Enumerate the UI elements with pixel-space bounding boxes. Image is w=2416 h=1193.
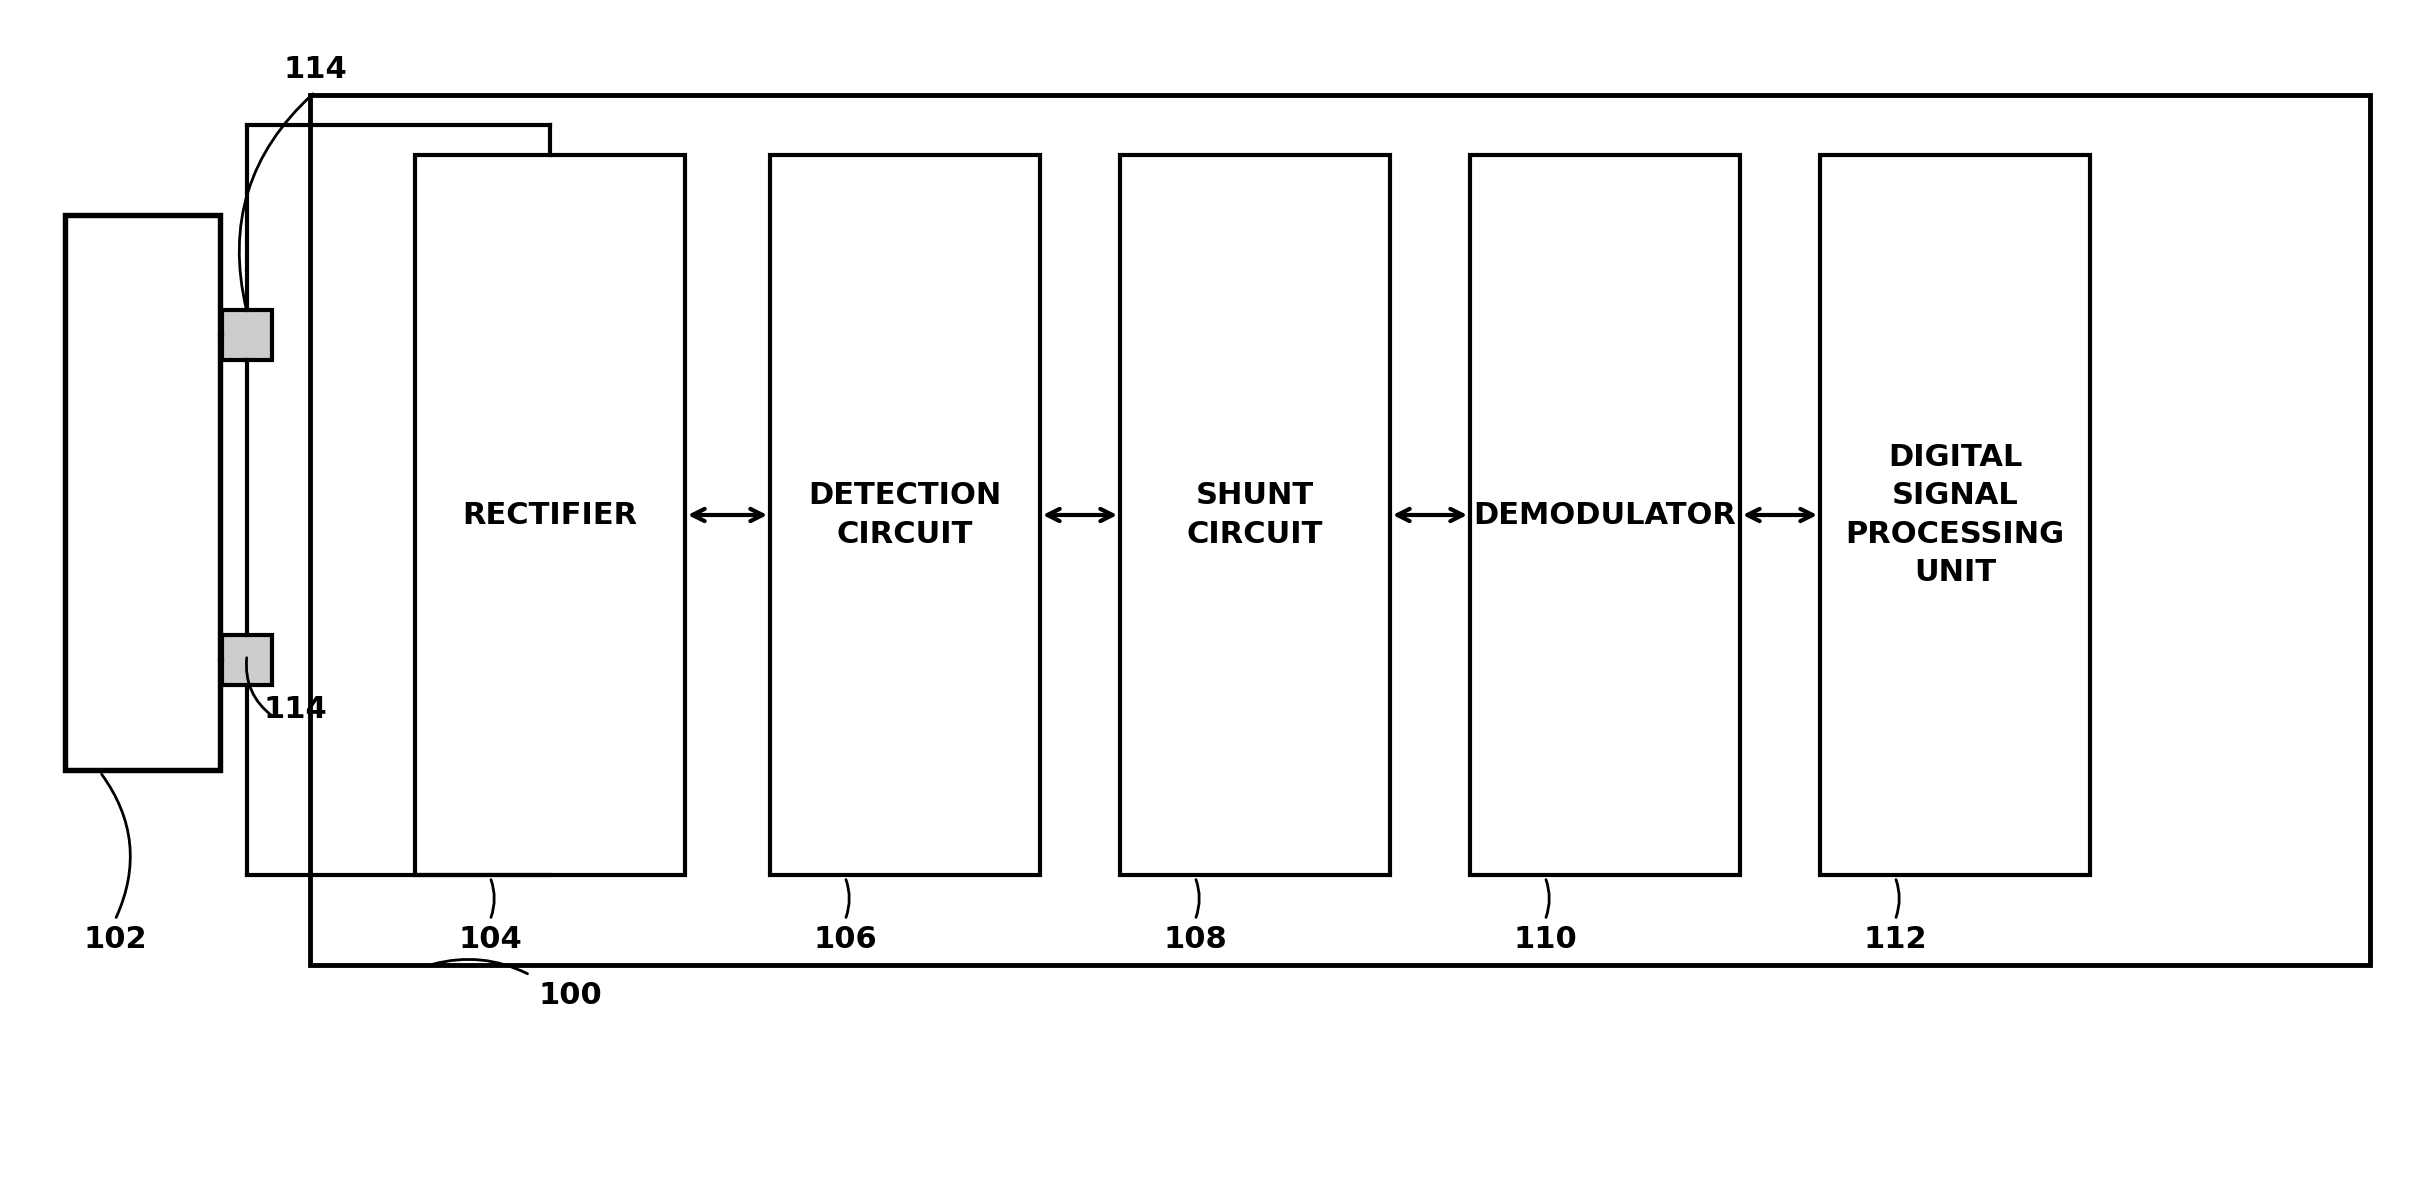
Text: 104: 104 — [459, 926, 522, 954]
Text: 114: 114 — [283, 56, 348, 85]
Text: RECTIFIER: RECTIFIER — [461, 501, 638, 530]
Bar — [222, 635, 273, 685]
Text: 110: 110 — [1512, 926, 1578, 954]
Bar — [309, 95, 2370, 965]
Bar — [771, 155, 1039, 874]
Text: 100: 100 — [539, 981, 602, 1009]
Bar — [65, 215, 220, 769]
Bar — [1819, 155, 2090, 874]
Bar — [416, 155, 686, 874]
Text: 102: 102 — [82, 926, 147, 954]
Text: SHUNT
CIRCUIT: SHUNT CIRCUIT — [1186, 482, 1324, 549]
Text: DEMODULATOR: DEMODULATOR — [1474, 501, 1737, 530]
Text: DETECTION
CIRCUIT: DETECTION CIRCUIT — [809, 482, 1003, 549]
Text: 106: 106 — [814, 926, 877, 954]
Text: 108: 108 — [1162, 926, 1227, 954]
Bar — [222, 310, 273, 360]
Bar — [1469, 155, 1740, 874]
Text: 112: 112 — [1863, 926, 1928, 954]
Text: DIGITAL
SIGNAL
PROCESSING
UNIT: DIGITAL SIGNAL PROCESSING UNIT — [1846, 444, 2066, 587]
Text: 114: 114 — [263, 696, 326, 724]
Bar — [1121, 155, 1389, 874]
